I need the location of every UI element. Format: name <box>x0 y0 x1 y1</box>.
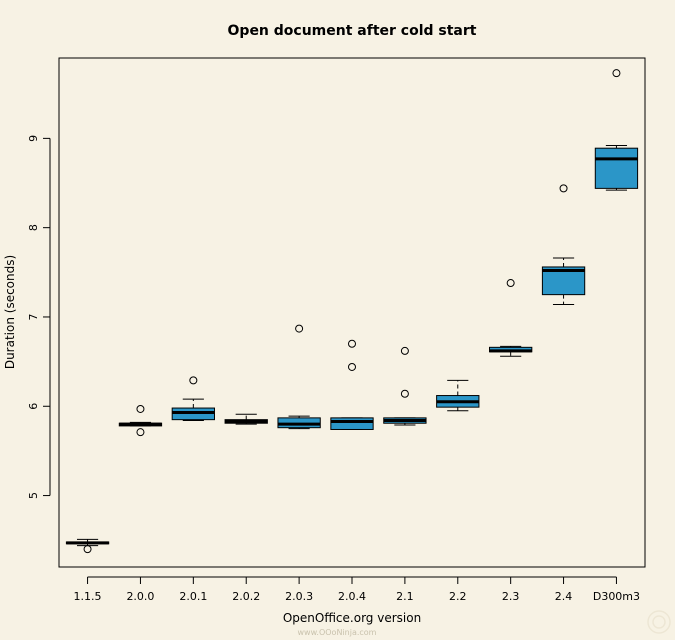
y-tick-label: 6 <box>27 403 40 410</box>
outlier-point <box>506 279 515 288</box>
outlier-point <box>612 69 621 78</box>
interquartile-box <box>330 417 374 430</box>
outlier-point <box>189 376 198 385</box>
watermark-logo <box>647 610 671 634</box>
x-tick-label: 2.4 <box>555 590 573 603</box>
box-1-1-5 <box>65 538 110 554</box>
outlier-point <box>348 362 356 371</box>
x-tick-label: 2.2 <box>449 590 467 603</box>
box-2-0-0 <box>118 404 163 437</box>
y-tick-label: 7 <box>27 313 40 320</box>
y-tick-label: 5 <box>27 492 40 499</box>
x-tick-label: 2.0.2 <box>232 590 260 603</box>
box-2-0-4 <box>330 339 374 430</box>
y-tick-label: 8 <box>27 224 40 231</box>
interquartile-box <box>594 147 639 189</box>
x-tick-label: 2.3 <box>502 590 520 603</box>
x-axis-label: OpenOffice.org version <box>283 611 421 625</box>
box-2-0-3 <box>277 324 321 430</box>
y-axis-label: Duration (seconds) <box>3 255 17 369</box>
x-tick-label: 1.1.5 <box>74 590 102 603</box>
outlier-point <box>136 428 145 437</box>
outlier-point <box>295 324 304 333</box>
x-tick-label: 2.0.4 <box>338 590 366 603</box>
x-tick-label: 2.0.0 <box>126 590 154 603</box>
y-tick-label: 9 <box>27 135 40 142</box>
site-credit: www.OOoNinja.com <box>298 628 377 637</box>
box-2-4 <box>541 184 586 305</box>
outlier-point <box>348 339 356 348</box>
x-tick-label: 2.0.1 <box>179 590 207 603</box>
outlier-point <box>136 404 145 413</box>
box-2-2 <box>436 379 480 412</box>
outlier-point <box>400 389 409 398</box>
x-tick-label: 2.0.3 <box>285 590 313 603</box>
outlier-point <box>400 346 409 355</box>
outlier-point <box>559 184 568 193</box>
boxes-layer <box>65 69 639 554</box>
x-tick-label: 2.1 <box>396 590 414 603</box>
box-2-0-2 <box>224 413 268 425</box>
plot-frame <box>58 57 646 568</box>
box-D300m3 <box>594 69 639 191</box>
x-tick-label: D300m3 <box>593 590 640 603</box>
outlier-point <box>83 545 92 554</box>
x-axis: 1.1.5 2.0.0 2.0.1 2.0.2 2.0.3 2.0.4 2.1 2.2 2.3 2… <box>74 576 640 603</box>
y-axis: 5 6 7 8 9 <box>27 135 51 499</box>
box-2-3 <box>489 279 533 357</box>
chart-title: Open document after cold start <box>228 23 477 39</box>
box-2-1 <box>383 346 427 426</box>
box-2-0-1 <box>171 376 215 422</box>
